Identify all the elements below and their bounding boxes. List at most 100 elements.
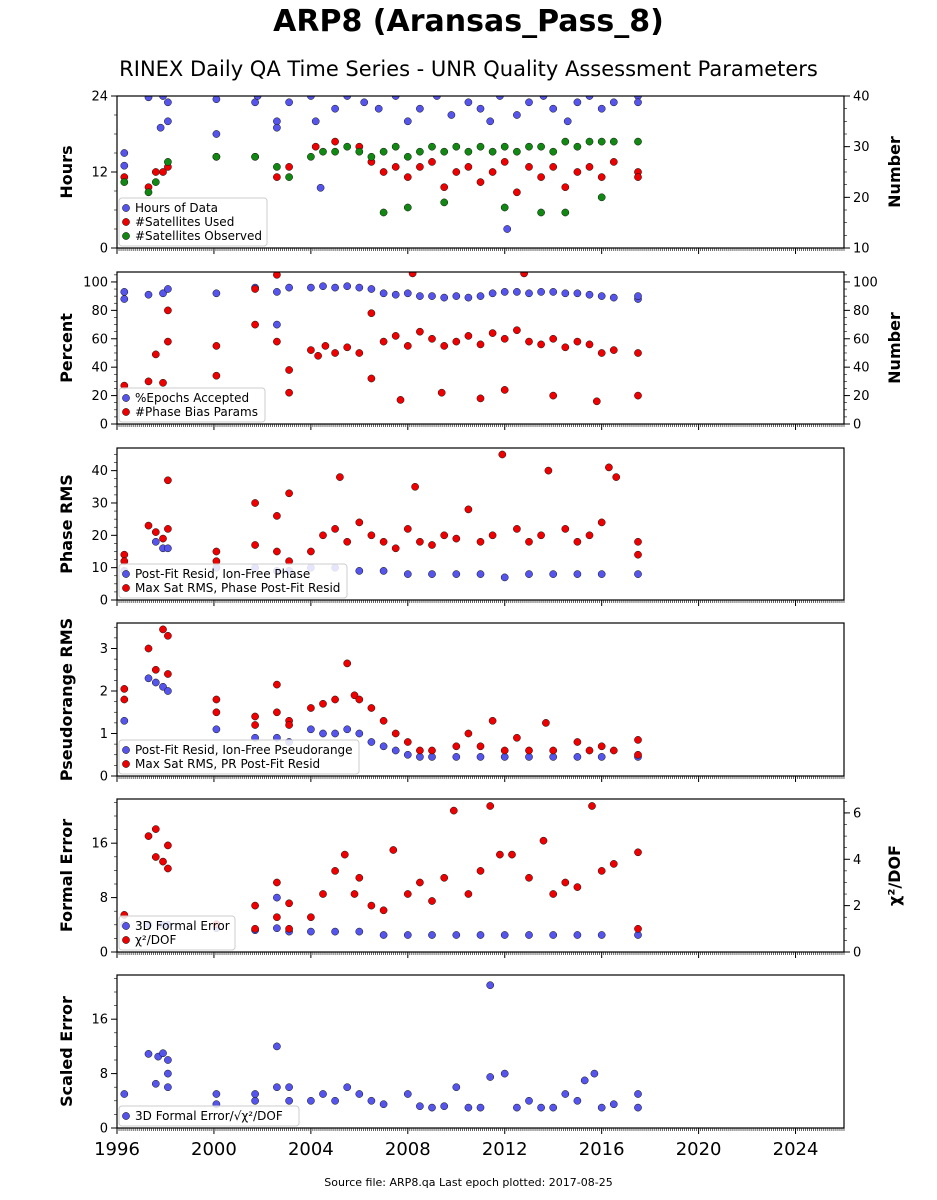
- legend-marker: [122, 232, 130, 240]
- data-point-series-3: [367, 152, 376, 161]
- legend-label: χ²/DOF: [135, 933, 176, 947]
- data-point-series-1: [500, 931, 509, 939]
- y-right-tick-label: 20: [853, 191, 870, 206]
- data-point-series-1: [428, 753, 436, 761]
- data-point-series-2: [416, 163, 424, 171]
- data-point-series-2: [403, 738, 412, 746]
- page-subtitle: RINEX Daily QA Time Series - UNR Quality…: [119, 57, 818, 81]
- data-point-series-2: [355, 349, 364, 357]
- data-point-series-2: [597, 173, 606, 181]
- data-point-series-2: [367, 309, 376, 318]
- data-point-series-2: [513, 525, 521, 533]
- data-points: [120, 96, 642, 233]
- data-point-series-1: [597, 292, 606, 300]
- data-point-series-1: [573, 753, 582, 761]
- data-point-series-2: [634, 848, 642, 857]
- y-right-tick-label: 100: [853, 275, 878, 290]
- data-point-series-1: [285, 1096, 293, 1105]
- data-point-series-2: [251, 320, 259, 329]
- data-point-series-1: [452, 753, 461, 761]
- data-point-series-2: [350, 890, 359, 898]
- panel-6: 0 8 16 Scaled Error 1996 2000 2004 2008 2012 2016…: [57, 974, 845, 1160]
- y-tick-label: 3: [100, 642, 108, 657]
- y-tick-label: 20: [91, 529, 108, 544]
- data-point-series-1: [331, 104, 339, 113]
- data-point-series-2: [273, 547, 281, 556]
- data-point-series-2: [151, 528, 160, 536]
- data-point-series-3: [343, 142, 352, 151]
- data-point-series-2: [273, 680, 281, 689]
- data-point-series-2: [634, 537, 642, 546]
- data-point-series-2: [525, 337, 533, 346]
- data-point-series-1: [428, 931, 436, 939]
- data-point-series-2: [428, 746, 436, 755]
- data-point-series-1: [164, 1083, 172, 1092]
- data-point-series-2: [403, 342, 412, 350]
- data-point-series-2: [525, 537, 533, 546]
- data-point-series-2: [597, 518, 606, 527]
- data-point-series-2: [331, 695, 339, 704]
- data-point-series-2: [355, 518, 364, 527]
- data-point-series-1: [391, 746, 400, 755]
- data-point-series-2: [355, 695, 364, 704]
- y-right-tick-label: 0: [853, 418, 861, 433]
- data-point-series-2: [367, 704, 376, 712]
- data-point-series-2: [285, 163, 293, 171]
- data-point-series-2: [319, 699, 327, 708]
- data-point-series-3: [464, 147, 473, 156]
- data-point-series-1: [151, 678, 160, 687]
- data-point-series-2: [452, 337, 461, 346]
- data-point-series-1: [212, 1090, 221, 1098]
- data-point-series-2: [273, 878, 281, 887]
- data-point-series-2: [212, 695, 221, 704]
- data-point-series-3: [634, 137, 642, 146]
- data-point-series-1: [319, 282, 327, 291]
- data-point-series-2: [476, 340, 485, 349]
- data-point-series-1: [549, 288, 558, 296]
- y-tick-label: 40: [91, 464, 108, 479]
- data-point-series-1: [164, 544, 172, 553]
- data-point-series-1: [307, 1096, 315, 1105]
- x-tick-label: 2024: [773, 1139, 819, 1160]
- data-point-series-1: [464, 98, 473, 107]
- data-point-series-2: [440, 873, 449, 882]
- data-point-series-2: [331, 137, 339, 146]
- y-right-tick-label: 40: [853, 90, 870, 105]
- data-point-series-3: [251, 152, 259, 161]
- data-point-series-2: [573, 337, 582, 346]
- data-points: [120, 625, 642, 761]
- data-point-series-2: [525, 873, 533, 882]
- data-point-series-1: [212, 130, 221, 138]
- data-point-series-2: [440, 531, 449, 540]
- data-point-series-1: [285, 1083, 293, 1092]
- data-point-series-2: [452, 742, 461, 751]
- data-point-series-2: [273, 512, 281, 520]
- data-point-series-2: [311, 142, 320, 151]
- data-point-series-2: [585, 746, 594, 755]
- data-point-series-1: [573, 1096, 582, 1105]
- data-point-series-1: [120, 716, 129, 725]
- data-point-series-2: [321, 342, 330, 350]
- legend: Hours of Data#Satellites Used#Satellites…: [118, 197, 268, 247]
- data-point-series-2: [612, 473, 621, 481]
- data-point-series-1: [597, 104, 606, 113]
- data-point-series-2: [428, 158, 436, 166]
- data-point-series-1: [331, 283, 339, 292]
- data-point-series-2: [379, 716, 388, 725]
- legend-box: [118, 197, 268, 247]
- data-point-series-2: [416, 537, 424, 546]
- data-point-series-1: [486, 981, 495, 990]
- data-point-series-1: [307, 927, 315, 936]
- data-point-series-1: [331, 729, 339, 738]
- data-point-series-2: [164, 841, 172, 850]
- data-point-series-2: [588, 802, 596, 810]
- data-point-series-1: [525, 289, 533, 298]
- data-point-series-2: [411, 482, 419, 491]
- data-point-series-3: [144, 188, 153, 197]
- data-point-series-3: [585, 137, 594, 146]
- data-point-series-1: [416, 292, 424, 300]
- data-point-series-2: [212, 547, 221, 556]
- data-point-series-2: [355, 873, 364, 882]
- data-point-series-1: [428, 292, 436, 300]
- data-point-series-1: [379, 567, 388, 575]
